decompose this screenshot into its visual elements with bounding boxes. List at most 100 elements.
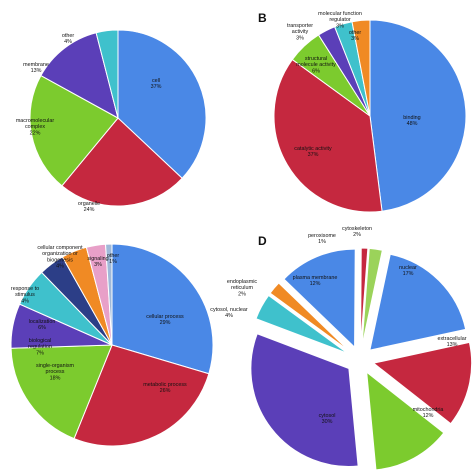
slice-percent-membrane: 13% — [31, 68, 42, 74]
slice-percent-endoplasmic-reticulum: 2% — [238, 291, 246, 297]
slice-percent-signaling: 3% — [94, 262, 102, 268]
slice-percent-nuclear: 17% — [403, 271, 414, 277]
slice-label-line: molecular function — [318, 11, 362, 17]
slice-label-line: macromolecular — [16, 118, 55, 124]
slice-label-cellular-component-organization-or-biogenesis: cellular component organization or biogene… — [37, 245, 83, 270]
slice-label-line: process — [46, 369, 65, 375]
pie-slice-cytoskeleton — [361, 247, 383, 347]
pie-slice-cytosol — [250, 333, 359, 467]
slice-label-localization: localization 6% — [29, 319, 56, 331]
slice-label-line: endoplasmic — [227, 279, 258, 285]
pie-slice-metabolic-process — [73, 344, 210, 447]
slice-percent-other: 4% — [64, 39, 72, 45]
slice-label-cytoskeleton: cytoskeleton 2% — [342, 226, 372, 238]
slice-label-line: organelle — [78, 201, 100, 207]
slice-percent-single-organism-process: 18% — [50, 375, 61, 381]
pie-slice-endoplasmic-reticulum — [269, 282, 350, 352]
pie-slice-macromolecular-complex — [29, 74, 119, 187]
pie-chart-cellular-component: cell 37% organelle 24% macromolecular complex… — [16, 29, 207, 213]
slice-label-line: structural — [305, 56, 327, 62]
slice-percent-catalytic-activity: 37% — [308, 152, 319, 158]
slice-label-line: regulator — [329, 17, 350, 23]
slice-label-line: cytosol, nuclear — [210, 307, 248, 313]
slice-label-signaling: signaling 3% — [87, 256, 108, 268]
slice-label-cytosol: cytosol 30% — [319, 413, 336, 425]
pie-slice-other — [351, 19, 371, 117]
slice-label-line: single-organism — [36, 363, 75, 369]
pie-slice-cellular-process — [111, 243, 214, 375]
slice-label-organelle: organelle 24% — [78, 201, 100, 213]
pie-slice-extracellular — [372, 341, 473, 425]
slice-percent-peroxisome: 1% — [318, 239, 326, 245]
slice-label-line: peroxisome — [308, 233, 336, 239]
slice-label-metabolic-process: metabolic process 26% — [143, 382, 187, 394]
pie-slice-membrane — [40, 32, 119, 119]
slice-label-biological-regulation: biological regulation 7% — [28, 338, 52, 356]
slice-percent-other: 1% — [109, 259, 117, 265]
slice-label-plasma-membrane: plasma membrane 12% — [293, 275, 338, 287]
slice-label-response-to-stimulus: response to stimulus 4% — [11, 286, 39, 304]
slice-label-cell: cell 37% — [151, 78, 162, 90]
slice-label-transporter-activity: transporter activity 3% — [287, 23, 313, 41]
pie-slice-single-organism-process — [10, 344, 113, 440]
pie-chart-biological-process: cellular process 29% metabolic process 26% s… — [10, 243, 214, 447]
slice-label-single-organism-process: single-organism process 18% — [36, 363, 75, 381]
slice-label-line: metabolic process — [143, 382, 187, 388]
slice-percent-macromolecular-complex: 22% — [30, 130, 41, 136]
pie-slice-plasma-membrane — [283, 248, 356, 349]
pie-slice-mitochondria — [366, 371, 445, 471]
slice-label-membrane: membrane 13% — [23, 62, 49, 74]
slice-label-line: biogenesis — [47, 257, 73, 263]
slice-label-line: nuclear — [399, 265, 417, 271]
slice-label-line: other — [62, 33, 74, 39]
slice-label-line: organization or — [42, 251, 78, 257]
slice-percent-other: 3% — [351, 36, 359, 42]
slice-percent-plasma-membrane: 12% — [310, 281, 321, 287]
slice-percent-cytosol-nuclear: 4% — [225, 313, 233, 319]
slice-label-line: other — [349, 30, 361, 36]
slice-percent-localization: 6% — [38, 325, 46, 331]
slice-label-line: molecule activity — [296, 62, 336, 68]
slice-label-line: localization — [29, 319, 56, 325]
pie-slice-cell — [117, 29, 207, 179]
slice-label-line: stimulus — [15, 292, 35, 298]
slice-label-line: other — [107, 253, 119, 259]
slice-label-line: binding — [403, 115, 420, 121]
pie-chart-subcellular-location: nuclear 17%extracellular 13%mitochondria 12… — [210, 226, 473, 471]
slice-percent-cellular-process: 29% — [160, 320, 171, 326]
slice-label-line: response to — [11, 286, 39, 292]
slice-label-line: activity — [292, 29, 309, 35]
slice-label-line: complex — [25, 124, 45, 130]
slice-label-endoplasmic-reticulum: endoplasmic reticulum 2% — [227, 279, 258, 297]
slice-label-structural-molecule-activity: structural molecule activity 6% — [296, 56, 336, 74]
slice-label-line: cell — [152, 78, 160, 84]
slice-label-line: regulation — [28, 344, 52, 350]
slice-label-line: signaling — [87, 256, 108, 262]
slice-percent-cellular-component-organization-or-biogenesis: 4% — [56, 264, 64, 270]
slice-label-line: cytoskeleton — [342, 226, 372, 232]
slice-percent-cell: 37% — [151, 84, 162, 90]
pie-slice-other — [104, 243, 113, 346]
slice-percent-mitochondria: 12% — [423, 413, 434, 419]
slice-percent-structural-molecule-activity: 6% — [312, 68, 320, 74]
pie-slice-binding — [369, 19, 467, 212]
slice-percent-response-to-stimulus: 4% — [21, 298, 29, 304]
slice-label-cytosol-nuclear: cytosol, nuclear 4% — [210, 307, 248, 319]
pie-slice-organelle — [61, 117, 183, 207]
slice-label-line: extracellular — [437, 336, 466, 342]
slice-label-other: other 4% — [62, 33, 74, 45]
slice-percent-cytosol: 30% — [322, 419, 333, 425]
slice-label-binding: binding 48% — [403, 115, 420, 127]
slice-label-line: membrane — [23, 62, 49, 68]
pie-slice-nuclear — [369, 253, 467, 351]
slice-label-line: cytosol — [319, 413, 336, 419]
slice-label-nuclear: nuclear 17% — [399, 265, 417, 277]
slice-label-mitochondria: mitochondria 12% — [413, 407, 444, 419]
slice-label-other: other 1% — [107, 253, 119, 265]
pie-chart-molecular-function: binding 48% catalytic activity 37% structura… — [273, 11, 467, 213]
slice-label-molecular-function-regulator: molecular function regulator 3% — [318, 11, 362, 29]
pie-slice-cytosol-nuclear — [255, 294, 348, 354]
slice-label-line: plasma membrane — [293, 275, 338, 281]
slice-label-line: transporter — [287, 23, 313, 29]
